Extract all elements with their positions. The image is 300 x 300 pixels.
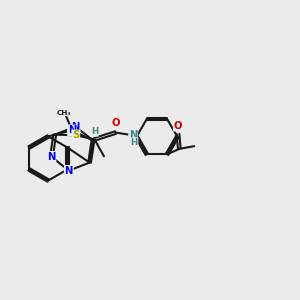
Text: N: N — [71, 122, 80, 131]
Text: O: O — [112, 118, 121, 128]
Text: O: O — [174, 121, 182, 131]
Text: H: H — [130, 138, 138, 147]
Text: N: N — [129, 130, 137, 140]
Text: N: N — [47, 152, 56, 162]
Text: CH₃: CH₃ — [57, 110, 71, 116]
Text: S: S — [72, 130, 80, 140]
Text: N: N — [64, 166, 73, 176]
Text: N: N — [68, 125, 76, 135]
Text: H: H — [91, 127, 98, 136]
